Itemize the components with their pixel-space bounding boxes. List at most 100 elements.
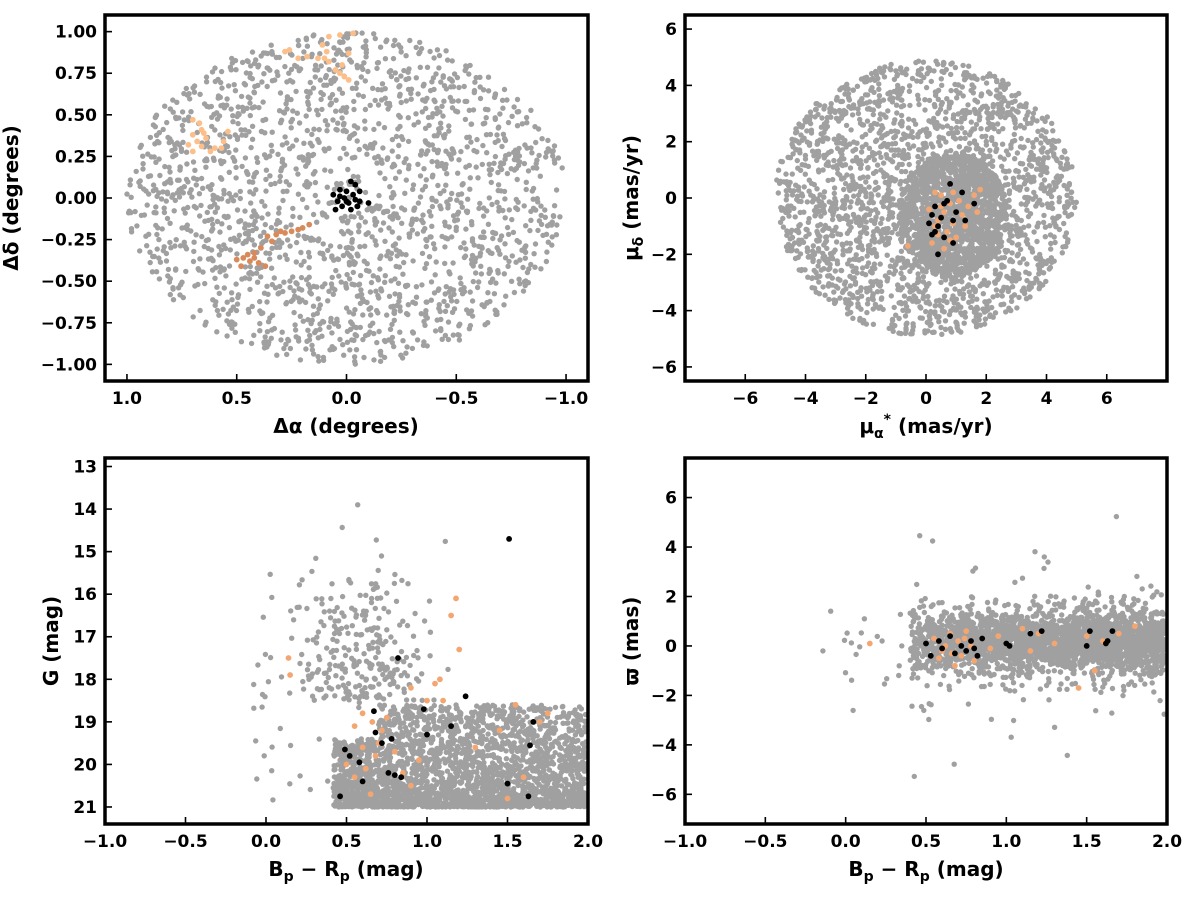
sky-field-point — [179, 279, 185, 285]
sky-field-point — [514, 237, 520, 244]
sky-field-point — [494, 132, 500, 138]
sky-field-point — [485, 107, 491, 113]
sky-field-point — [263, 188, 269, 194]
sky-field-point — [358, 74, 364, 80]
proper-motion-field-point — [888, 147, 894, 153]
sky-field-point — [456, 84, 462, 91]
proper-motion-field-point — [878, 135, 885, 141]
sky-field-point — [350, 258, 357, 265]
sky-field-point — [354, 125, 361, 131]
sky-field-point — [265, 211, 271, 217]
proper-motion-field-point — [865, 174, 871, 180]
sky-field-point — [276, 210, 282, 216]
proper-motion-field-point — [1014, 150, 1021, 156]
sky-field-point — [166, 139, 172, 146]
sky-field-point — [434, 47, 441, 53]
sky-field-point — [358, 291, 365, 298]
sky-field-point — [405, 115, 411, 121]
sky-field-point — [181, 90, 187, 97]
sky-field-point — [279, 165, 285, 171]
sky-field-point — [284, 237, 291, 243]
sky-field-point — [395, 126, 401, 132]
sky-field-point — [428, 279, 435, 285]
sky-field-point — [272, 77, 278, 83]
sky-series-2-point — [258, 245, 264, 251]
proper-motion-field-point — [863, 179, 869, 185]
proper-motion-field-point — [871, 157, 878, 163]
proper-motion-field-point — [881, 141, 887, 147]
proper-motion-field-point — [888, 293, 894, 299]
proper-motion-field-point — [804, 128, 810, 134]
sky-field-point — [405, 311, 411, 318]
sky-series-2-point — [233, 256, 240, 263]
sky-field-point — [350, 311, 357, 317]
proper-motion-field-point — [815, 245, 822, 252]
sky-field-point — [367, 102, 373, 109]
sky-field-point — [184, 161, 190, 167]
proper-motion-field-point — [838, 114, 844, 121]
sky-field-point — [508, 166, 514, 172]
proper-motion-field-point — [876, 150, 882, 156]
sky-field-point — [181, 184, 187, 190]
sky-field-point — [233, 238, 239, 244]
sky-field-point — [414, 231, 421, 237]
proper-motion-field-point — [1024, 261, 1030, 267]
sky-series-1-point — [211, 145, 218, 152]
sky-field-point — [169, 147, 175, 154]
sky-field-point — [235, 120, 241, 127]
proper-motion-field-point — [901, 293, 908, 299]
proper-motion-field-point — [1030, 140, 1036, 146]
proper-motion-field-point — [857, 222, 863, 228]
sky-field-point — [389, 148, 395, 154]
sky-field-point — [224, 143, 231, 150]
proper-motion-field-point — [925, 328, 931, 334]
sky-field-point — [522, 142, 528, 148]
proper-motion-field-point — [843, 197, 850, 203]
sky-field-point — [516, 276, 522, 282]
sky-field-point — [494, 199, 500, 205]
proper-motion-field-point — [1012, 92, 1019, 99]
proper-motion-field-point — [789, 192, 796, 198]
sky-field-point — [473, 164, 479, 170]
proper-motion-field-point — [816, 279, 822, 285]
sky-field-point — [428, 297, 434, 303]
sky-field-point — [488, 179, 494, 186]
sky-field-point — [177, 164, 183, 171]
sky-field-point — [443, 48, 449, 54]
proper-motion-field-point — [910, 143, 917, 149]
sky-field-point — [388, 73, 395, 80]
proper-motion-field-point — [1022, 104, 1029, 110]
proper-motion-field-point — [918, 305, 924, 311]
sky-field-point — [232, 88, 239, 94]
proper-motion-field-point — [925, 293, 931, 300]
sky-field-point — [470, 278, 476, 285]
sky-field-point — [431, 55, 437, 61]
proper-motion-field-point — [859, 255, 865, 262]
sky-field-point — [159, 226, 165, 232]
sky-field-point — [173, 152, 179, 158]
sky-field-point — [264, 83, 270, 90]
sky-field-point — [227, 64, 234, 70]
proper-motion-field-point — [985, 89, 992, 95]
proper-motion-field-point — [1062, 209, 1068, 216]
sky-field-point — [177, 292, 183, 298]
proper-motion-field-point — [839, 147, 845, 153]
proper-motion-field-point — [1019, 288, 1025, 294]
sky-field-point — [467, 289, 473, 295]
proper-motion-field-point — [1036, 280, 1043, 286]
sky-field-point — [304, 179, 310, 185]
proper-motion-field-point — [1024, 207, 1030, 213]
proper-motion-field-point — [986, 71, 993, 78]
proper-motion-field-point — [864, 309, 870, 316]
sky-series-2-point — [251, 250, 258, 256]
proper-motion-field-point — [1042, 185, 1048, 191]
sky-field-point — [454, 109, 461, 115]
sky-field-point — [432, 246, 438, 252]
sky-field-point — [161, 209, 168, 216]
proper-motion-field-point — [879, 216, 885, 222]
proper-motion-field-point — [968, 304, 974, 311]
proper-motion-field-point — [895, 152, 902, 158]
sky-field-point — [439, 160, 445, 167]
sky-series-2-point — [282, 230, 288, 236]
sky-field-point — [322, 118, 329, 124]
